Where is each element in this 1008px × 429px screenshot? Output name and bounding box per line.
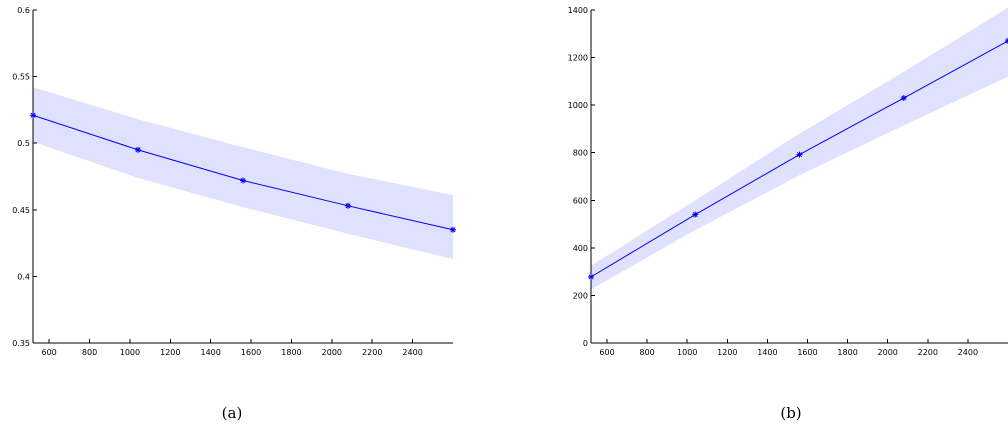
chart-a-y-tick-label: 0.35 bbox=[12, 339, 30, 348]
chart-a-y-tick-label: 0.55 bbox=[12, 73, 30, 82]
chart-b: (b) 0 200 400 600 800 1000 1200 1400 600 800 1000 1… bbox=[568, 6, 1008, 422]
chart-a-data-point bbox=[450, 226, 456, 233]
chart-b-y-tick-label: 400 bbox=[573, 244, 588, 253]
chart-a-x-tick-label: 1400 bbox=[201, 348, 221, 357]
chart-a-data-point bbox=[345, 202, 351, 209]
chart-a-x-tick-label: 1000 bbox=[120, 348, 140, 357]
chart-a-x-tick-label: 800 bbox=[82, 348, 97, 357]
chart-a-x-tick-label: 600 bbox=[42, 348, 57, 357]
chart-b-y-tick-label: 600 bbox=[573, 196, 588, 205]
chart-a-x-tick-label: 2000 bbox=[322, 348, 342, 357]
chart-b-caption: (b) bbox=[780, 404, 801, 422]
chart-a-y-tick-label: 0.5 bbox=[17, 139, 30, 148]
chart-b-data-point bbox=[1005, 37, 1008, 44]
chart-b-x-tick-label: 800 bbox=[639, 348, 654, 357]
chart-a-y-tick-label: 0.4 bbox=[17, 272, 30, 281]
chart-b-x-tick-label: 2000 bbox=[878, 348, 898, 357]
chart-b-y-tick-label: 0 bbox=[583, 339, 588, 348]
chart-a-data-point bbox=[135, 146, 141, 153]
chart-b-data-point bbox=[692, 211, 699, 218]
chart-b-x-tick-label: 1200 bbox=[717, 348, 737, 357]
chart-b-x-tick-label: 1000 bbox=[677, 348, 697, 357]
chart-a-y-tick-label: 0.6 bbox=[17, 6, 30, 15]
chart-a-x-tick-label: 1200 bbox=[160, 348, 180, 357]
chart-a-y-tick-label: 0.45 bbox=[12, 206, 30, 215]
chart-b-x-tick-label: 1400 bbox=[757, 348, 777, 357]
chart-b-data-point bbox=[796, 151, 803, 158]
chart-b-y-tick-label: 800 bbox=[573, 149, 588, 158]
chart-b-confidence-band bbox=[591, 7, 1008, 290]
chart-b-x-tick-label: 1800 bbox=[837, 348, 857, 357]
chart-b-x-tick-label: 600 bbox=[599, 348, 614, 357]
chart-a-data-point bbox=[30, 112, 36, 119]
chart-b-data-point bbox=[900, 95, 907, 102]
chart-b-x-tick-label: 1600 bbox=[797, 348, 817, 357]
chart-a-x-tick-label: 2400 bbox=[402, 348, 422, 357]
chart-a-x-tick-label: 2200 bbox=[362, 348, 382, 357]
chart-a-confidence-band bbox=[33, 87, 453, 260]
chart-b-y-tick-label: 1200 bbox=[568, 54, 588, 63]
chart-b-y-tick-label: 1000 bbox=[568, 101, 588, 110]
chart-b-x-tick-label: 2400 bbox=[958, 348, 978, 357]
chart-a-data-point bbox=[240, 177, 246, 184]
chart-b-y-tick-label: 1400 bbox=[568, 6, 588, 15]
chart-a-x-tick-label: 1800 bbox=[281, 348, 301, 357]
chart-b-x-tick-label: 2200 bbox=[918, 348, 938, 357]
chart-a: (a) 0.35 0.4 0.45 0.5 0.55 0.6 600 800 1000 1200 1… bbox=[12, 6, 456, 422]
chart-b-data-point bbox=[588, 273, 594, 280]
chart-b-y-tick-label: 200 bbox=[573, 291, 588, 300]
chart-a-caption: (a) bbox=[222, 404, 243, 422]
chart-a-x-tick-label: 1600 bbox=[241, 348, 261, 357]
